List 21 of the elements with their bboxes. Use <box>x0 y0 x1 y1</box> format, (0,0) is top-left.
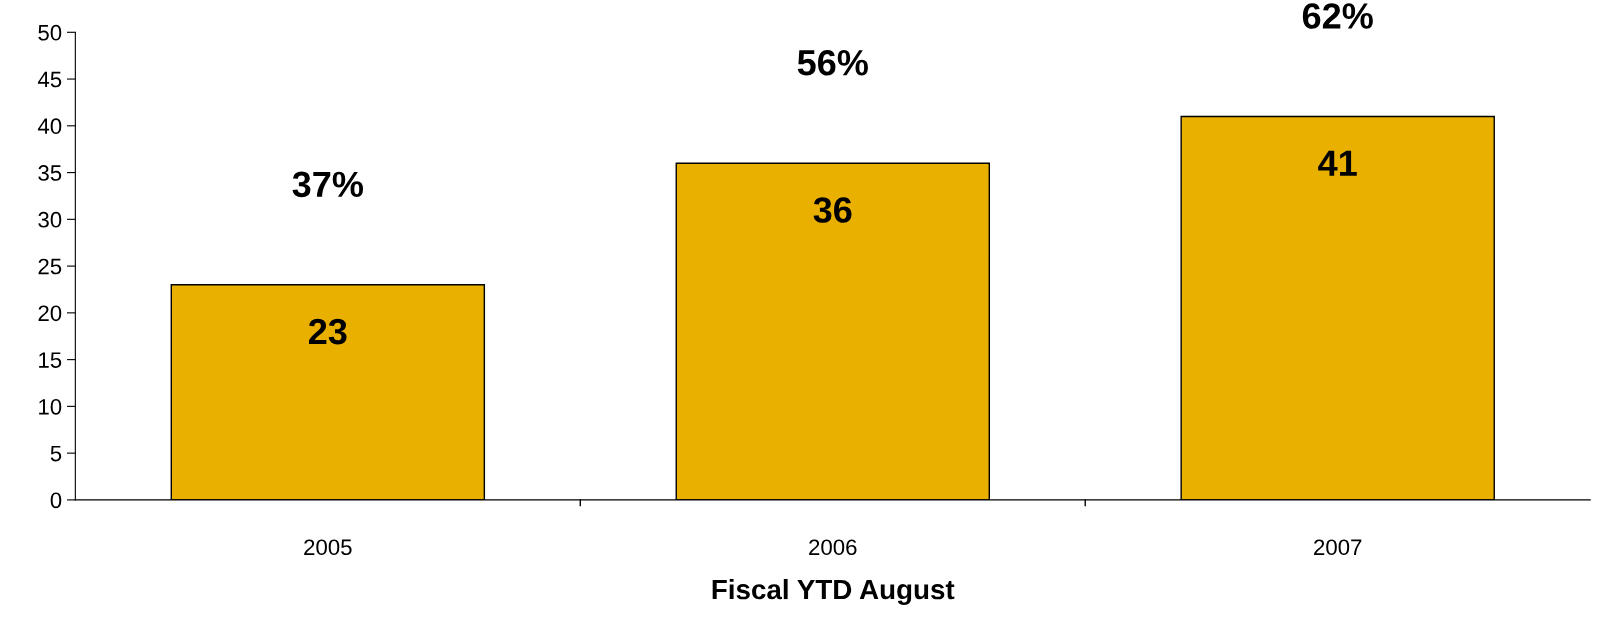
annotation: 62% <box>1302 3 1373 29</box>
data-label: 36 <box>813 197 852 223</box>
y-tick-label: 0 <box>50 492 62 509</box>
y-tick-label: 40 <box>37 118 62 135</box>
y-tick-label: 45 <box>37 71 62 88</box>
y-tick-label: 35 <box>38 165 62 181</box>
y-tick-label: 10 <box>39 398 62 415</box>
annotation: 56% <box>797 49 868 76</box>
y-tick-label: 20 <box>38 305 62 322</box>
x-axis-title: Fiscal YTD August <box>712 578 955 605</box>
y-tick-label: 25 <box>38 258 62 275</box>
y-tick-label: 30 <box>38 211 62 228</box>
data-label: 23 <box>308 318 347 345</box>
x-tick-label: 2006 <box>809 539 857 556</box>
y-tick-label: 5 <box>50 445 62 462</box>
y-tick-label: 50 <box>38 24 62 41</box>
y-tick-label: 15 <box>39 352 62 368</box>
x-tick-label: 2005 <box>304 539 352 556</box>
data-label: 41 <box>1318 150 1357 176</box>
annotation: 37% <box>292 171 363 198</box>
x-tick-label: 2007 <box>1314 539 1362 556</box>
